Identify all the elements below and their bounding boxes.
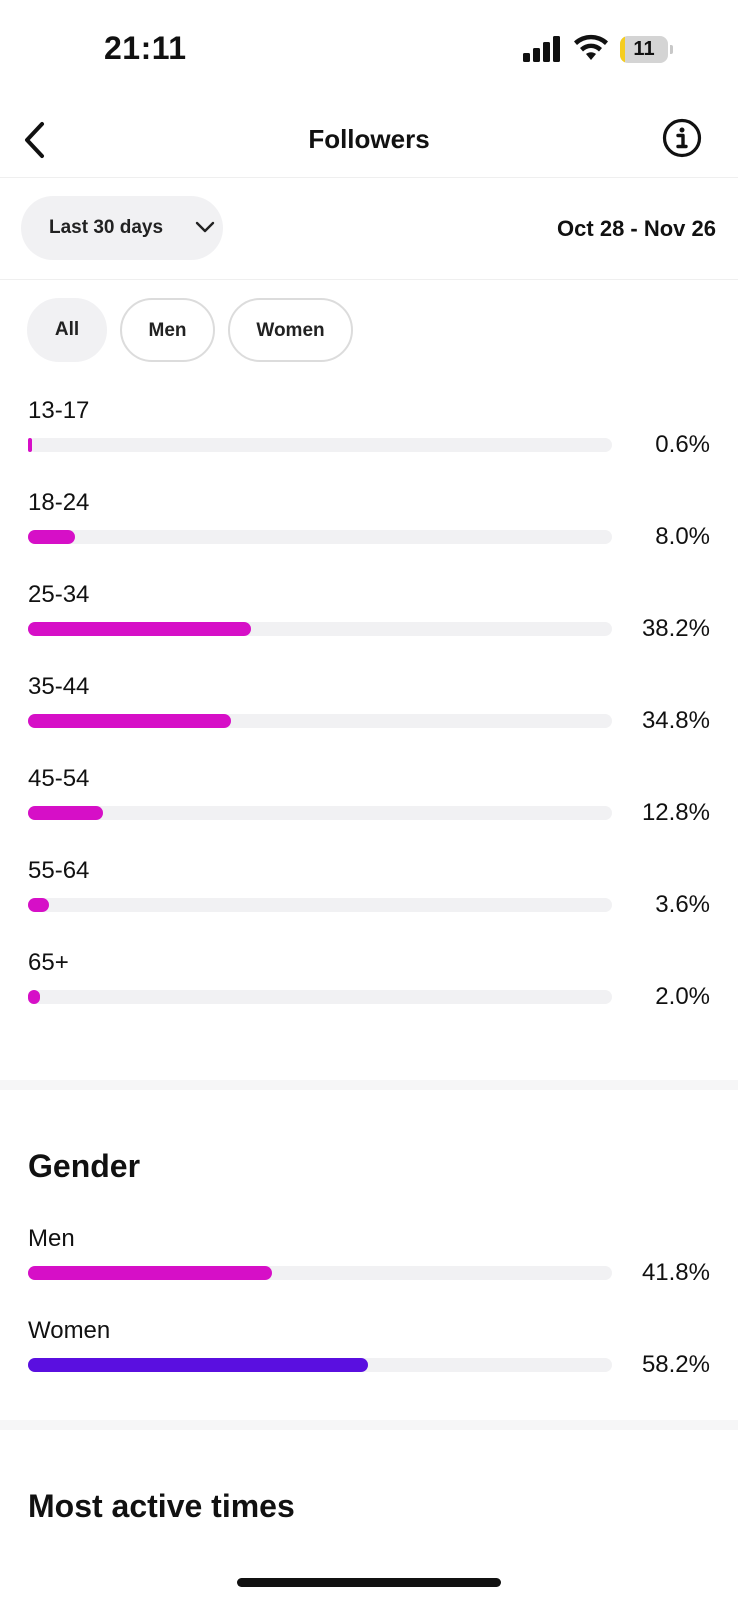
info-icon[interactable] [662, 118, 702, 158]
bar-track [28, 1266, 612, 1280]
signal-icon [523, 36, 560, 62]
filter-row: Last 30 days Oct 28 - Nov 26 [0, 178, 738, 280]
chip-all[interactable]: All [27, 298, 107, 362]
date-range-text: Oct 28 - Nov 26 [557, 216, 716, 241]
age-label: 13-17 [28, 397, 90, 424]
date-range-dropdown-label: Last 30 days [49, 217, 164, 238]
bar-track [28, 1358, 612, 1372]
home-indicator[interactable] [237, 1578, 501, 1587]
chip-women[interactable]: Women [228, 298, 353, 362]
bar-fill [28, 898, 50, 912]
gender-title: Gender [28, 1148, 141, 1184]
bar-fill [28, 1266, 273, 1280]
age-label: 55-64 [28, 857, 90, 884]
age-row-45-54: 45-54 12.8% [0, 765, 738, 857]
age-row-18-24: 18-24 8.0% [0, 489, 738, 581]
status-time: 21:11 [104, 30, 187, 66]
battery-fill [620, 36, 626, 63]
bar-fill [28, 990, 40, 1004]
age-value: 0.6% [655, 431, 710, 458]
age-value: 38.2% [641, 615, 710, 642]
age-label: 35-44 [28, 673, 90, 700]
chevron-down-icon [195, 221, 215, 233]
bar-fill [28, 806, 103, 820]
bar-track [28, 530, 612, 544]
bar-track [28, 622, 612, 636]
section-divider [0, 1080, 738, 1090]
bar-fill [28, 622, 252, 636]
section-divider [0, 1420, 738, 1430]
gender-row-women: Women 58.2% [0, 1317, 738, 1409]
back-chevron-icon[interactable] [18, 118, 52, 162]
bar-fill [28, 438, 32, 452]
age-label: 18-24 [28, 489, 90, 516]
gender-label: Women [28, 1317, 111, 1344]
age-label: 25-34 [28, 581, 90, 608]
bar-track [28, 714, 612, 728]
bar-fill [28, 714, 232, 728]
age-value: 12.8% [641, 799, 710, 826]
gender-label: Men [28, 1225, 75, 1252]
age-row-35-44: 35-44 34.8% [0, 673, 738, 765]
bar-fill [28, 530, 75, 544]
gender-value: 58.2% [641, 1351, 710, 1378]
age-value: 8.0% [655, 523, 710, 550]
age-value: 3.6% [655, 891, 710, 918]
bar-track [28, 438, 612, 452]
age-value: 2.0% [655, 983, 710, 1010]
age-row-55-64: 55-64 3.6% [0, 857, 738, 949]
page-title: Followers [308, 124, 430, 154]
date-range-dropdown[interactable]: Last 30 days [21, 196, 223, 260]
status-bar: 21:11 11 [0, 0, 738, 100]
battery-icon: 11 [620, 36, 673, 63]
chip-men[interactable]: Men [120, 298, 215, 362]
most-active-times-title: Most active times [28, 1488, 295, 1524]
nav-bar: Followers [0, 100, 738, 178]
age-row-25-34: 25-34 38.2% [0, 581, 738, 673]
bar-track [28, 990, 612, 1004]
bar-fill [28, 1358, 368, 1372]
age-row-65-plus: 65+ 2.0% [0, 949, 738, 1041]
bar-track [28, 806, 612, 820]
wifi-icon [574, 34, 608, 60]
gender-value: 41.8% [641, 1259, 710, 1286]
battery-level: 11 [633, 38, 655, 60]
age-value: 34.8% [641, 707, 710, 734]
bar-track [28, 898, 612, 912]
age-label: 45-54 [28, 765, 90, 792]
gender-row-men: Men 41.8% [0, 1225, 738, 1317]
age-row-13-17: 13-17 0.6% [0, 397, 738, 489]
age-label: 65+ [28, 949, 69, 976]
